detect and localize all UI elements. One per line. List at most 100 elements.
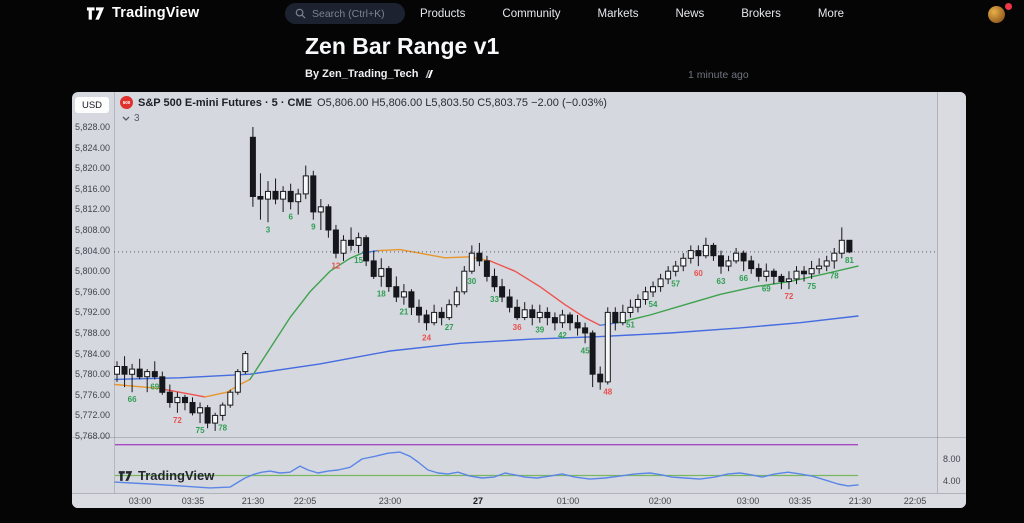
nav-menu: Products Community Markets News Brokers More [420,0,844,28]
sub-panel-axis[interactable] [937,92,966,493]
tradingview-home-link[interactable]: TradingView [86,5,199,21]
time-tick: 23:00 [378,496,402,506]
tradingview-watermark: TradingView [118,468,214,483]
author-badge-icon [425,70,433,78]
svg-text:72: 72 [784,292,793,301]
svg-text:42: 42 [558,331,567,340]
svg-text:39: 39 [535,326,544,335]
svg-text:48: 48 [603,388,612,397]
symbol-legend[interactable]: 500 S&P 500 E-mini Futures · 5 · CME O5,… [120,96,607,109]
svg-text:75: 75 [807,282,816,291]
currency-toggle-button[interactable]: USD [75,97,109,113]
nav-item-brokers[interactable]: Brokers [741,8,781,20]
svg-text:30: 30 [467,277,476,286]
sub-panel-tick: 8.00 [943,454,961,464]
brand-name: TradingView [112,5,200,21]
svg-text:36: 36 [513,323,522,332]
user-avatar [988,6,1005,23]
price-tick: 5,800.00 [74,266,110,277]
price-tick: 5,780.00 [74,369,110,380]
price-tick: 5,768.00 [74,431,110,441]
search-input[interactable]: Search (Ctrl+K) [285,3,405,24]
ohlc-values: O5,806.00 H5,806.00 L5,803.50 C5,803.75 … [317,96,607,109]
indicator-count: 3 [134,113,140,124]
time-tick: 21:30 [241,496,265,506]
page-title: Zen Bar Range v1 [305,33,500,59]
time-tick: 02:00 [648,496,672,506]
svg-text:81: 81 [845,256,854,265]
price-tick: 5,816.00 [74,183,110,194]
svg-text:21: 21 [399,308,408,317]
time-tick: 03:00 [736,496,760,506]
search-placeholder: Search (Ctrl+K) [312,7,385,20]
svg-text:15: 15 [354,256,363,265]
svg-text:78: 78 [218,424,227,433]
nav-item-more[interactable]: More [817,8,845,20]
chart-card: 66 69 72 75 78 3 6 9 12 15 18 21 24 27 30 33 36 39 42 45 48 5… [72,92,966,508]
svg-text:18: 18 [377,290,386,299]
time-tick: 21:30 [848,496,872,506]
svg-text:3: 3 [266,225,271,234]
byline: By Zen_Trading_Tech [305,68,435,80]
nav-item-products[interactable]: Products [420,8,466,20]
price-tick: 5,772.00 [74,410,110,421]
svg-text:9: 9 [311,223,316,232]
svg-text:33: 33 [490,295,499,304]
top-nav: TradingView Search (Ctrl+K) Products Comm… [0,0,1024,28]
price-tick: 5,820.00 [74,163,110,174]
time-tick: 03:00 [128,496,152,506]
svg-text:69: 69 [762,285,771,294]
svg-text:51: 51 [626,321,635,330]
chevron-down-icon [122,116,130,121]
svg-text:72: 72 [173,416,182,425]
svg-text:78: 78 [830,272,839,281]
author-link[interactable]: By Zen_Trading_Tech [305,68,419,80]
time-tick: 01:00 [556,496,580,506]
time-tick: 22:05 [903,496,927,506]
price-tick: 5,804.00 [74,245,110,256]
price-tick: 5,796.00 [74,286,110,297]
nav-item-community[interactable]: Community [502,8,561,20]
time-tick: 03:35 [181,496,205,506]
tradingview-logo-icon [86,6,105,20]
notification-dot [1005,3,1012,10]
watermark-logo-icon [118,470,133,481]
price-tick: 5,824.00 [74,142,110,153]
nav-item-news[interactable]: News [675,8,705,20]
svg-text:66: 66 [739,274,748,283]
sub-panel-tick: 4.00 [943,476,961,486]
price-tick: 5,828.00 [74,122,110,132]
svg-text:54: 54 [649,300,658,309]
price-tick: 5,788.00 [74,328,110,338]
watermark-text: TradingView [138,468,215,483]
svg-text:27: 27 [445,323,454,332]
nav-item-markets[interactable]: Markets [597,8,639,20]
search-icon [295,8,306,19]
time-tick: 03:35 [788,496,812,506]
svg-text:69: 69 [150,382,159,391]
svg-text:75: 75 [196,426,205,435]
indicator-collapse-row[interactable]: 3 [122,113,140,124]
time-tick: 22:05 [293,496,317,506]
svg-text:57: 57 [671,279,680,288]
svg-text:24: 24 [422,333,431,342]
time-tick: 27 [472,496,484,506]
svg-text:63: 63 [717,277,726,286]
svg-text:12: 12 [331,261,340,270]
price-tick: 5,776.00 [74,389,110,400]
svg-text:6: 6 [288,212,293,221]
posted-timestamp: 1 minute ago [688,69,749,81]
user-menu-button[interactable] [988,3,1012,25]
pane-divider[interactable] [72,437,966,438]
price-tick: 5,808.00 [74,225,110,235]
svg-text:66: 66 [128,395,137,404]
time-scale[interactable]: 03:00 03:35 21:30 22:05 23:00 27 01:00 02:00 03:… [72,493,966,508]
price-scale-separator [114,92,115,493]
symbol-logo-icon: 500 [120,96,133,109]
price-tick: 5,784.00 [74,348,110,359]
svg-text:45: 45 [581,346,590,355]
symbol-title: S&P 500 E-mini Futures · 5 · CME [138,96,313,109]
price-tick: 5,812.00 [74,204,110,215]
